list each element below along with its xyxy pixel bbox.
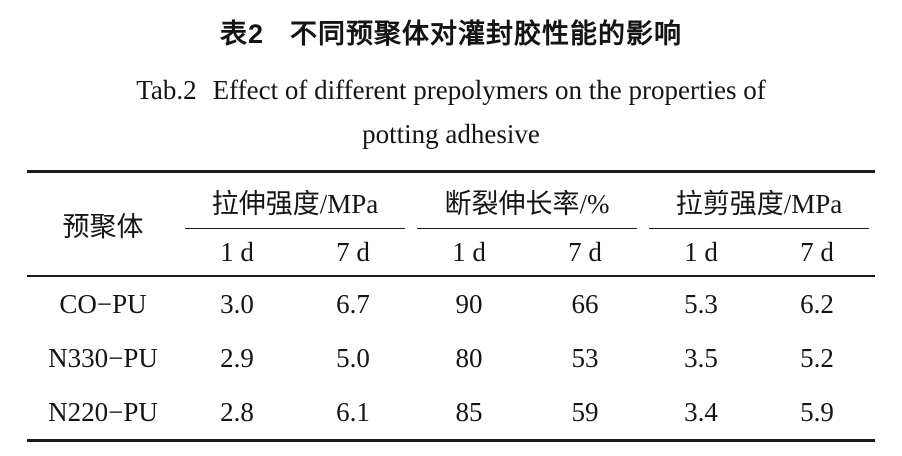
cell-tensile-7d: 6.7: [336, 288, 370, 319]
results-table: 预聚体 拉伸强度/MPa 断裂伸长率/% 拉剪强度/MPa 1 d 7 d 1 …: [26, 170, 876, 442]
cell-tensile-1d: 3.0: [220, 288, 254, 319]
header-sub-row: 1 d 7 d 1 d 7 d 1 d 7 d: [27, 229, 876, 277]
cell-tensile-7d: 5.0: [336, 342, 370, 373]
table-row-n330-pu: N330−PU 2.9 5.0 80 53 3.5 5.2: [27, 331, 875, 385]
subcolumn-shear-7d: 7 d: [759, 229, 876, 277]
subcolumn-tensile-1d: 1 d: [178, 229, 295, 277]
row-label: N330−PU: [48, 342, 158, 373]
row-label: CO−PU: [59, 288, 147, 319]
column-group-lap-shear-strength: 拉剪强度/MPa: [643, 172, 875, 230]
cell-shear-7d: 5.9: [800, 396, 834, 427]
table-row-co-pu: CO−PU 3.0 6.7 90 66 5.3 6.2: [27, 276, 875, 331]
table-label-en: Tab.2: [136, 75, 197, 105]
column-group-tensile-strength: 拉伸强度/MPa: [179, 172, 411, 230]
table-row-n220-pu: N220−PU 2.8 6.1 85 59 3.4 5.9: [27, 385, 875, 441]
header-group-row: 预聚体 拉伸强度/MPa 断裂伸长率/% 拉剪强度/MPa: [26, 171, 875, 277]
table-label-zh: 表2: [219, 19, 265, 49]
cell-shear-7d: 6.2: [800, 288, 834, 319]
subcolumn-elongation-7d: 7 d: [527, 229, 643, 277]
column-group-elongation-at-break: 断裂伸长率/%: [411, 172, 643, 230]
cell-tensile-7d: 6.1: [336, 396, 370, 427]
cell-elongation-1d: 90: [455, 288, 483, 319]
cell-elongation-1d: 80: [455, 342, 483, 373]
cell-elongation-1d: 85: [455, 396, 483, 427]
cell-shear-1d: 3.5: [684, 342, 718, 373]
row-label: N220−PU: [48, 396, 158, 427]
cell-tensile-1d: 2.8: [220, 396, 254, 427]
cell-shear-7d: 5.2: [800, 342, 834, 373]
table-title-en-line1: Effect of different prepolymers on the p…: [212, 75, 766, 105]
cell-tensile-1d: 2.9: [220, 342, 254, 373]
table-caption-zh: 表2 不同预聚体对灌封胶性能的影响: [0, 16, 902, 52]
table-caption-en-line2: potting adhesive: [362, 119, 540, 149]
cell-elongation-7d: 53: [571, 342, 599, 373]
cell-shear-1d: 3.4: [684, 396, 718, 427]
cell-elongation-7d: 59: [571, 396, 599, 427]
cell-elongation-7d: 66: [571, 288, 599, 319]
table-title-zh: 不同预聚体对灌封胶性能的影响: [290, 19, 683, 49]
subcolumn-tensile-7d: 7 d: [294, 229, 411, 277]
subcolumn-shear-1d: 1 d: [643, 229, 759, 277]
table-caption-en-line1: Tab.2 Effect of different prepolymers on …: [0, 72, 902, 108]
subcolumn-elongation-1d: 1 d: [411, 229, 527, 277]
cell-shear-1d: 5.3: [684, 288, 718, 319]
column-header-prepolymer: 预聚体: [26, 171, 179, 277]
